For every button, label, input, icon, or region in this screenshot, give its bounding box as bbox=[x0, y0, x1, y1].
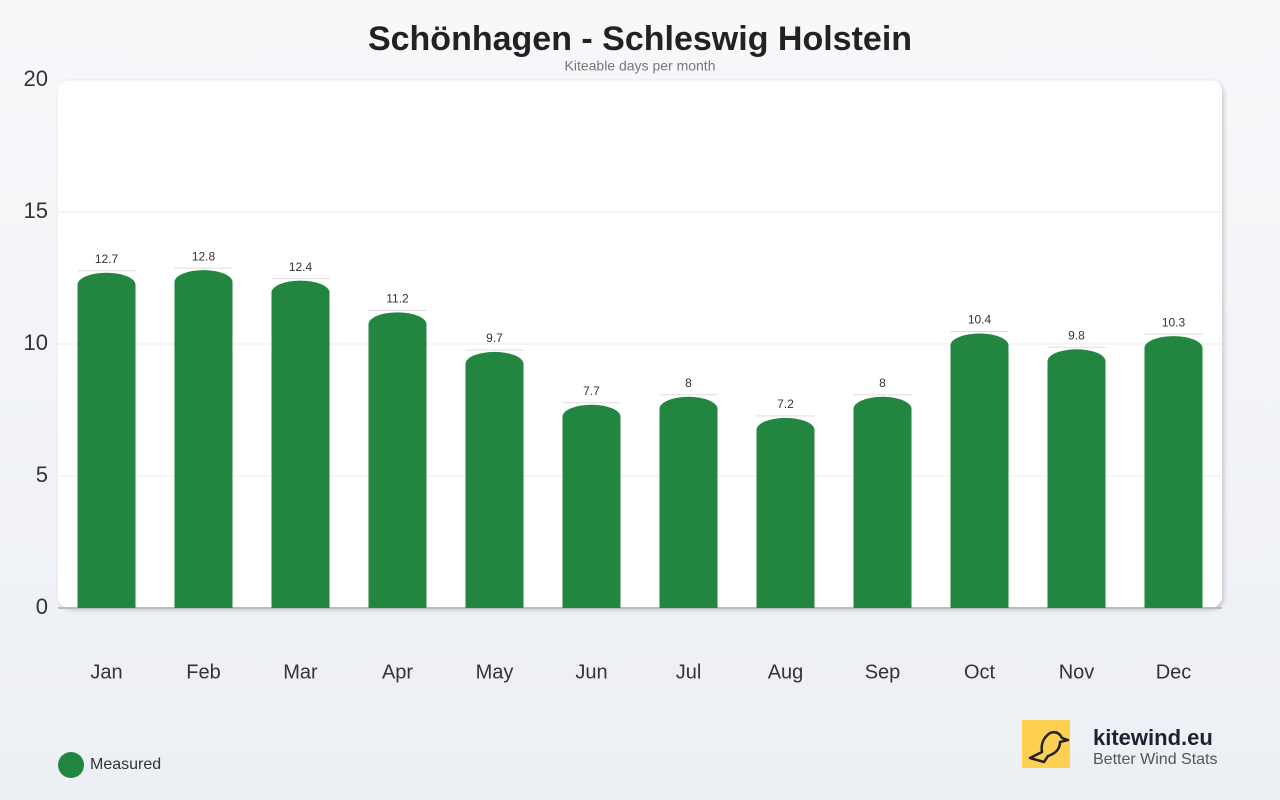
chart-subtitle: Kiteable days per month bbox=[565, 58, 716, 74]
x-tick-label: Jun bbox=[575, 661, 607, 683]
x-tick-label: Oct bbox=[964, 661, 996, 683]
value-label: 10.4 bbox=[968, 313, 992, 327]
plot: 0 5 10 15 20 12.7 12.8 12.4 11.2 9.7 7.7 8 7.2 8 10.4 9… bbox=[24, 66, 1222, 683]
y-tick-label: 20 bbox=[24, 66, 48, 91]
bar bbox=[271, 280, 330, 608]
x-tick-label: Nov bbox=[1059, 661, 1095, 683]
x-tick-label: Sep bbox=[865, 661, 901, 683]
brand-tagline: Better Wind Stats bbox=[1093, 751, 1218, 768]
bar bbox=[756, 417, 815, 608]
x-tick-label: Aug bbox=[768, 661, 804, 683]
chart-title: Schönhagen - Schleswig Holstein bbox=[368, 20, 912, 58]
legend-label: Measured bbox=[90, 756, 161, 773]
bar bbox=[174, 270, 233, 608]
x-tick-label: Apr bbox=[382, 661, 413, 683]
bar bbox=[77, 272, 136, 608]
value-label: 8 bbox=[879, 376, 886, 390]
y-tick-label: 15 bbox=[24, 198, 48, 223]
x-tick-label: Feb bbox=[186, 661, 220, 683]
x-tick-label: May bbox=[476, 661, 514, 683]
value-label: 10.3 bbox=[1162, 315, 1186, 329]
legend-swatch bbox=[58, 752, 84, 778]
x-tick-label: Jan bbox=[90, 661, 122, 683]
logo-bird bbox=[1028, 730, 1070, 764]
y-tick-label: 5 bbox=[36, 462, 48, 487]
value-label: 8 bbox=[685, 376, 692, 390]
bar bbox=[659, 396, 718, 608]
x-tick-label: Jul bbox=[676, 661, 702, 683]
value-label: 12.7 bbox=[95, 252, 119, 266]
value-label: 12.4 bbox=[289, 260, 313, 274]
bar bbox=[368, 312, 427, 608]
bar bbox=[950, 333, 1009, 608]
bar bbox=[853, 396, 912, 608]
bar bbox=[1047, 349, 1106, 608]
value-label: 7.2 bbox=[777, 397, 794, 411]
brand-name: kitewind.eu bbox=[1093, 725, 1213, 750]
bar bbox=[1144, 336, 1203, 608]
x-tick-label: Dec bbox=[1156, 661, 1192, 683]
y-tick-label: 10 bbox=[24, 330, 48, 355]
value-label: 9.8 bbox=[1068, 328, 1085, 342]
x-tick-label: Mar bbox=[283, 661, 318, 683]
value-label: 11.2 bbox=[386, 291, 409, 305]
value-label: 7.7 bbox=[583, 384, 600, 398]
value-label: 9.7 bbox=[486, 331, 503, 345]
value-label: 12.8 bbox=[192, 249, 216, 263]
bar bbox=[465, 351, 524, 608]
y-tick-label: 0 bbox=[36, 594, 48, 619]
bar bbox=[562, 404, 621, 608]
